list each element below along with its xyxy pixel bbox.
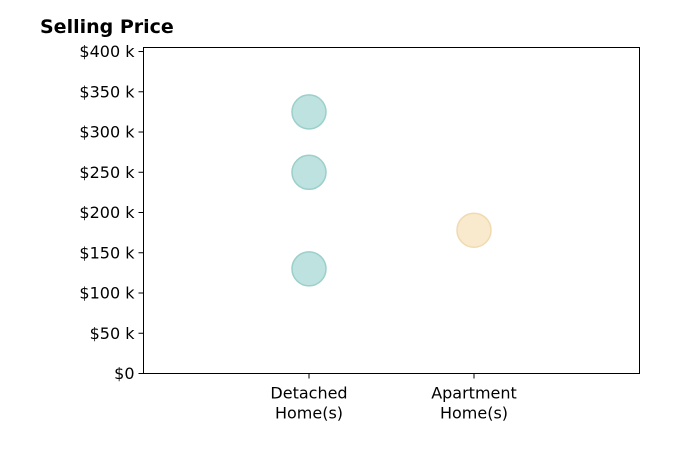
y-tick-label: $150 k <box>79 243 135 262</box>
x-tick-label: Detached Home(s) <box>270 384 347 423</box>
plot-frame <box>143 47 640 374</box>
y-tick-label: $300 k <box>79 123 135 142</box>
y-axis: $0 $50 k $100 k $150 k $200 k $250 k $300 k $35… <box>79 42 144 383</box>
chart-title: Selling Price <box>40 16 174 38</box>
y-tick-label: $400 k <box>79 42 135 61</box>
data-point <box>291 94 327 130</box>
y-tick-label: $350 k <box>79 82 135 101</box>
y-tick-label: $200 k <box>79 203 135 222</box>
y-tick-label: $100 k <box>79 284 135 303</box>
data-point <box>291 154 327 191</box>
x-tick-label: Apartment Home(s) <box>431 384 517 423</box>
data-point <box>456 212 492 248</box>
data-point <box>291 251 327 287</box>
y-tick-label: $0 <box>114 364 134 383</box>
y-tick-label: $50 k <box>90 324 136 343</box>
x-axis: Detached Home(s) Apartment Home(s) <box>270 373 517 423</box>
data-points <box>291 94 492 287</box>
y-tick-label: $250 k <box>79 163 135 182</box>
